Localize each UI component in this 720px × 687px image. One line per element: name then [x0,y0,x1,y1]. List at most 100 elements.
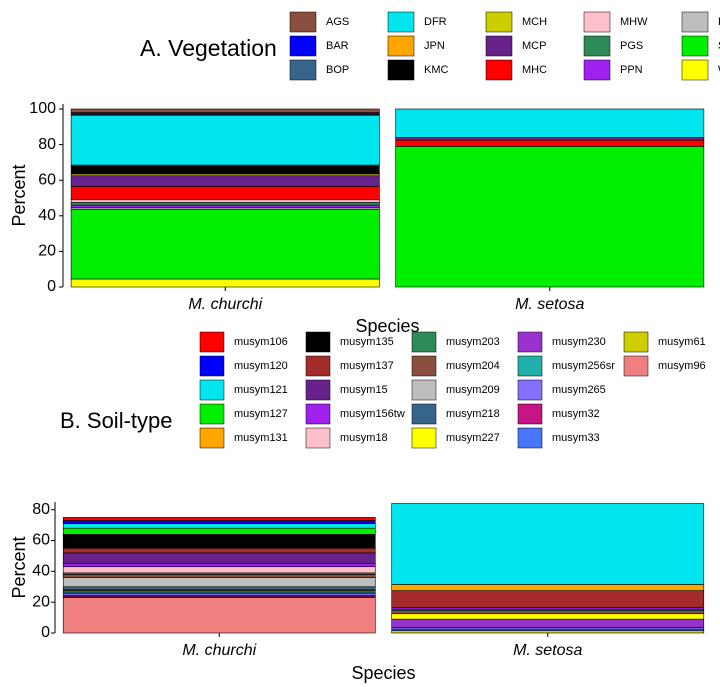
bar-segment [391,503,705,585]
y-tick-label: 0 [41,624,50,641]
panel-title: B. Soil-type [60,408,173,433]
bar-segment [70,209,380,280]
y-tick-label: 60 [38,171,56,188]
legend-swatch [485,59,513,81]
legend-swatch [289,59,317,81]
legend-label: musym18 [340,432,388,444]
legend-label: musym32 [552,408,600,420]
bar-segment [62,552,376,564]
bar-segment [62,523,376,529]
legend-label: RFR [718,16,720,28]
legend-swatch [305,403,331,425]
legend-swatch [681,59,709,81]
x-axis-label: Species [351,663,415,683]
legend-label: musym227 [446,432,500,444]
legend-label: musym15 [340,384,388,396]
legend-label: musym230 [552,336,606,348]
y-tick-label: 40 [38,207,56,224]
legend-label: KMC [424,64,449,76]
legend-swatch [411,403,437,425]
bar-segment [70,175,380,187]
bar-segment [391,590,705,608]
legend-swatch [387,59,415,81]
legend-label: MCP [522,40,546,52]
legend-label: musym135 [340,336,394,348]
legend-swatch [517,427,543,449]
x-tick-label: M. setosa [513,642,582,659]
legend-swatch [583,11,611,33]
legend-swatch [199,427,225,449]
bar-segment [391,618,705,628]
legend-label: DFR [424,16,447,28]
legend-label: musym137 [340,360,394,372]
bar-segment [391,630,705,634]
y-tick-label: 20 [38,243,56,260]
bar-segment [391,613,705,620]
bar-segment [395,139,705,147]
y-tick-label: 0 [47,278,56,295]
legend-swatch [681,11,709,33]
legend-label: musym131 [234,432,288,444]
legend-swatch [305,427,331,449]
legend-label: musym204 [446,360,500,372]
bar-segment [62,563,376,568]
legend-label: musym256sr [552,360,615,372]
bar-segment [70,278,380,288]
bar-segment [70,186,380,201]
legend-label: AGS [326,16,349,28]
legend-swatch [411,427,437,449]
x-axis-label: Species [355,316,419,336]
legend-label: musym127 [234,408,288,420]
legend-label: musym120 [234,360,288,372]
legend-label: musym121 [234,384,288,396]
panel-title: A. Vegetation [140,35,277,61]
y-axis-label: Percent [9,164,29,226]
bar-segment [70,108,380,113]
legend-swatch [681,35,709,57]
bar-segment [70,165,380,175]
bar-segment [62,520,376,524]
legend-label: BOP [326,64,349,76]
bar-segment [62,574,376,578]
legend-label: musym96 [658,360,706,372]
legend-label: PGS [620,40,643,52]
bar-segment [62,577,376,588]
bar-segment [395,108,705,138]
legend-swatch [305,355,331,377]
legend-swatch [305,331,331,353]
legend-label: musym106 [234,336,288,348]
bar-segment [395,146,705,288]
legend-swatch [623,355,649,377]
legend-label: musym218 [446,408,500,420]
legend-swatch [411,355,437,377]
legend-swatch [583,59,611,81]
legend-label: musym209 [446,384,500,396]
y-tick-label: 60 [32,532,50,549]
legend-swatch [583,35,611,57]
legend-swatch [411,379,437,401]
bar-segment [70,204,380,209]
y-tick-label: 40 [32,563,50,580]
legend-swatch [517,355,543,377]
bar-segment [62,586,376,591]
legend-swatch [199,379,225,401]
bar-segment [62,527,376,535]
legend-swatch [411,331,437,353]
legend-label: BAR [326,40,349,52]
bar-segment [62,534,376,549]
legend-label: PPN [620,64,643,76]
legend-label: MHW [620,16,648,28]
bar-segment [391,610,705,615]
bar-segment [62,566,376,574]
y-tick-label: 20 [32,593,50,610]
legend-swatch [199,355,225,377]
legend-swatch [289,35,317,57]
bar-segment [62,517,376,521]
legend-swatch [289,11,317,33]
legend-label: WFR [718,64,720,76]
legend-label: MHC [522,64,547,76]
legend-label: SMC [718,40,720,52]
y-tick-label: 80 [38,136,56,153]
